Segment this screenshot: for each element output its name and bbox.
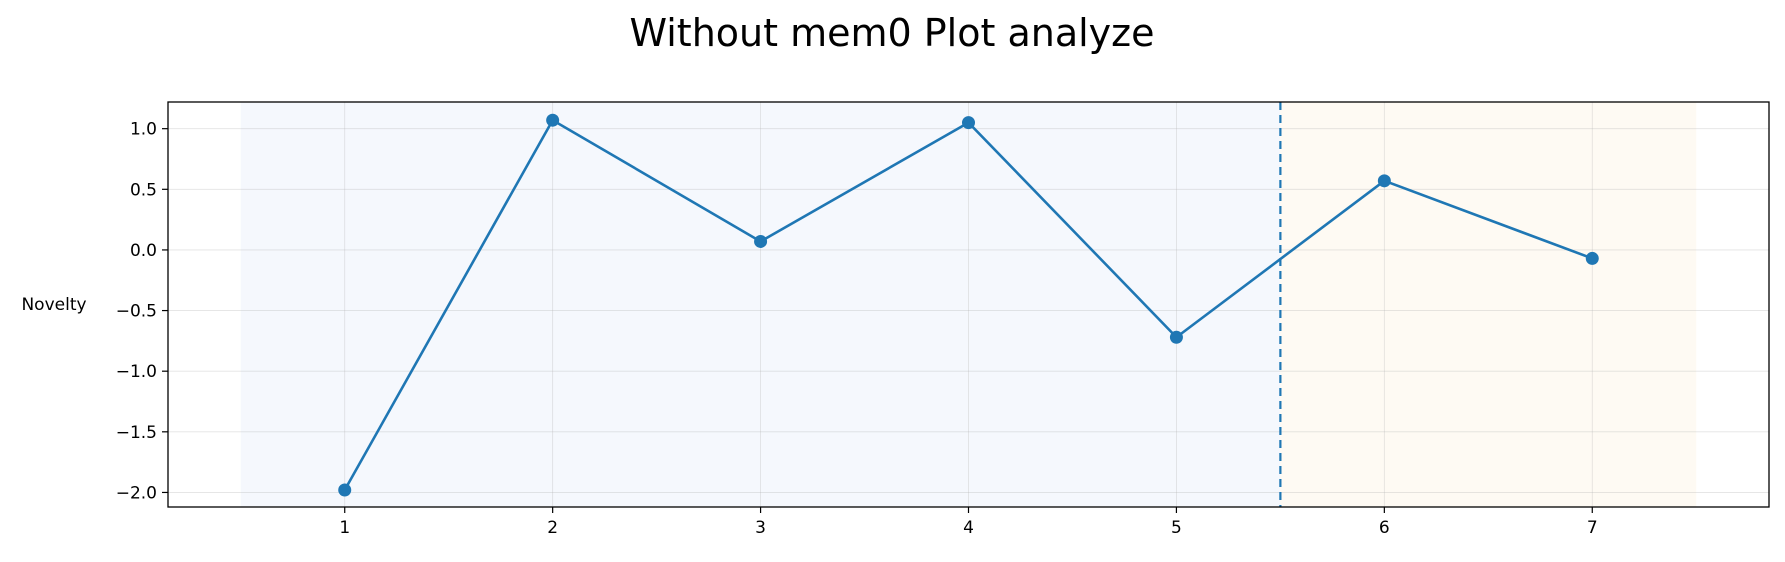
chart-title: Without mem0 Plot analyze xyxy=(630,11,1155,55)
data-point-2 xyxy=(546,113,560,127)
y-tick-label: 0.0 xyxy=(130,241,157,261)
x-tick-label: 2 xyxy=(547,518,558,538)
x-tick-label: 4 xyxy=(963,518,974,538)
y-axis-label: Novelty xyxy=(21,295,86,315)
y-tick-label: −0.5 xyxy=(116,302,157,322)
data-point-4 xyxy=(962,116,975,130)
data-point-1 xyxy=(338,483,352,497)
y-tick-label: 0.5 xyxy=(130,180,157,200)
shaded-region-2 xyxy=(1280,102,1697,507)
data-point-5 xyxy=(1169,330,1183,344)
shaded-region-1 xyxy=(240,102,1281,507)
data-point-3 xyxy=(754,234,768,248)
plot-area: 1 2 3 4 5 6 7 1.0 0.5 0.0 −0.5 −1.0 −1.5 −2.0 xyxy=(116,101,1770,538)
x-tick-label: 6 xyxy=(1379,518,1390,538)
y-tick-label: −1.0 xyxy=(116,362,157,382)
x-tick-label: 7 xyxy=(1587,518,1598,538)
x-tick-label: 1 xyxy=(339,518,350,538)
data-point-7 xyxy=(1585,251,1599,265)
y-tick-label: −2.0 xyxy=(116,483,157,503)
x-tick-label: 3 xyxy=(755,518,766,538)
y-tick-label: 1.0 xyxy=(130,120,157,140)
data-point-6 xyxy=(1377,174,1391,188)
y-tick-label: −1.5 xyxy=(116,423,157,443)
x-tick-label: 5 xyxy=(1171,518,1182,538)
